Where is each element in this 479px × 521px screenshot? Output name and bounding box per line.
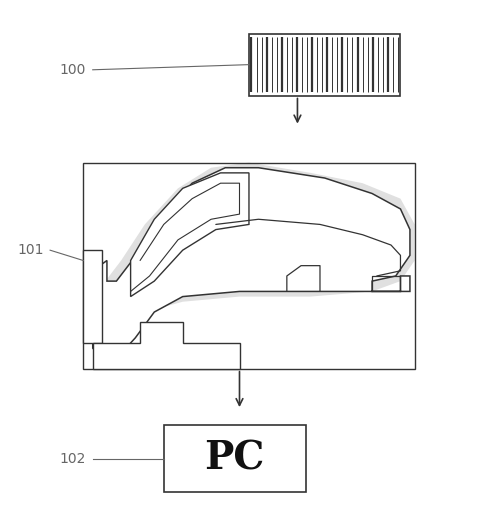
Polygon shape — [97, 163, 415, 333]
Bar — [249, 34, 400, 95]
Polygon shape — [93, 322, 240, 369]
Bar — [83, 163, 415, 369]
Text: 102: 102 — [59, 452, 86, 466]
Bar — [164, 426, 306, 492]
Polygon shape — [93, 168, 410, 358]
Polygon shape — [83, 250, 102, 343]
Text: 100: 100 — [59, 63, 86, 77]
Text: PC: PC — [205, 440, 265, 478]
Polygon shape — [131, 173, 249, 296]
Text: 101: 101 — [17, 243, 44, 257]
